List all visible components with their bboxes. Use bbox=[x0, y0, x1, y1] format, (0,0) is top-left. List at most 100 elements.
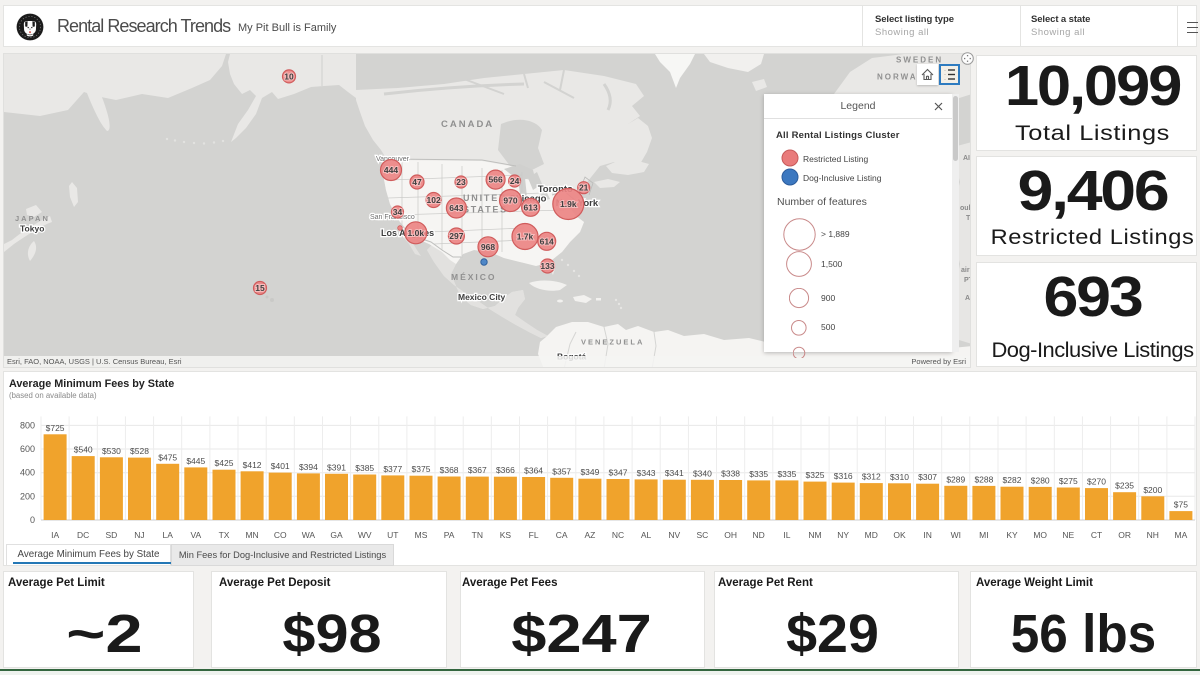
svg-text:NJ: NJ bbox=[134, 530, 144, 540]
svg-text:0: 0 bbox=[30, 515, 35, 525]
svg-text:$340: $340 bbox=[693, 468, 712, 478]
svg-text:STATES: STATES bbox=[463, 205, 508, 215]
svg-text:IA: IA bbox=[51, 530, 59, 540]
svg-text:23: 23 bbox=[456, 177, 466, 187]
svg-text:JAPAN: JAPAN bbox=[15, 214, 50, 223]
svg-text:Tokyo: Tokyo bbox=[20, 224, 44, 234]
svg-text:NM: NM bbox=[808, 530, 821, 540]
svg-text:KY: KY bbox=[1006, 530, 1018, 540]
svg-text:NV: NV bbox=[668, 530, 680, 540]
svg-text:UT: UT bbox=[387, 530, 398, 540]
svg-text:613: 613 bbox=[524, 202, 538, 212]
svg-text:$75: $75 bbox=[1174, 500, 1188, 510]
svg-text:FL: FL bbox=[529, 530, 539, 540]
svg-text:SWEDEN: SWEDEN bbox=[896, 56, 943, 65]
svg-text:IL: IL bbox=[783, 530, 790, 540]
svg-text:$528: $528 bbox=[130, 446, 149, 456]
svg-text:WA: WA bbox=[302, 530, 316, 540]
svg-text:1.0k: 1.0k bbox=[408, 228, 425, 238]
svg-text:400: 400 bbox=[20, 468, 35, 478]
svg-text:PT: PT bbox=[964, 277, 971, 284]
svg-text:VA: VA bbox=[190, 530, 201, 540]
svg-text:SD: SD bbox=[105, 530, 117, 540]
svg-text:15: 15 bbox=[255, 283, 265, 293]
svg-text:$445: $445 bbox=[186, 456, 205, 466]
svg-text:TX: TX bbox=[219, 530, 230, 540]
svg-text:$335: $335 bbox=[749, 469, 768, 479]
svg-text:$530: $530 bbox=[102, 446, 121, 456]
svg-text:UNITED: UNITED bbox=[463, 193, 507, 203]
svg-text:200: 200 bbox=[20, 491, 35, 501]
svg-text:NE: NE bbox=[1062, 530, 1074, 540]
svg-text:$366: $366 bbox=[496, 465, 515, 475]
svg-text:$385: $385 bbox=[355, 463, 374, 473]
svg-text:$425: $425 bbox=[215, 458, 234, 468]
svg-text:NORWAY: NORWAY bbox=[877, 73, 924, 82]
svg-text:SC: SC bbox=[696, 530, 708, 540]
svg-text:NC: NC bbox=[612, 530, 624, 540]
svg-text:CANADA: CANADA bbox=[441, 119, 494, 130]
svg-text:MA: MA bbox=[1175, 530, 1188, 540]
svg-text:$412: $412 bbox=[243, 460, 262, 470]
svg-text:$349: $349 bbox=[580, 467, 599, 477]
svg-text:$357: $357 bbox=[552, 466, 571, 476]
svg-text:$310: $310 bbox=[890, 472, 909, 482]
svg-text:KS: KS bbox=[500, 530, 512, 540]
svg-text:$394: $394 bbox=[299, 462, 318, 472]
svg-text:21: 21 bbox=[579, 183, 589, 193]
svg-text:34: 34 bbox=[393, 207, 403, 217]
svg-text:CO: CO bbox=[274, 530, 287, 540]
svg-text:AL: AL bbox=[641, 530, 652, 540]
svg-text:133: 133 bbox=[540, 261, 554, 271]
svg-text:102: 102 bbox=[427, 195, 441, 205]
svg-text:San Francisco: San Francisco bbox=[370, 214, 415, 221]
svg-text:IN: IN bbox=[923, 530, 932, 540]
svg-text:$343: $343 bbox=[637, 468, 656, 478]
svg-text:air: air bbox=[961, 267, 970, 274]
svg-text:$475: $475 bbox=[158, 452, 177, 462]
svg-text:$270: $270 bbox=[1087, 477, 1106, 487]
svg-text:$391: $391 bbox=[327, 462, 346, 472]
svg-text:$375: $375 bbox=[412, 464, 431, 474]
svg-text:$364: $364 bbox=[524, 466, 543, 476]
svg-text:800: 800 bbox=[20, 420, 35, 430]
svg-text:MÉXICO: MÉXICO bbox=[451, 272, 497, 282]
svg-text:297: 297 bbox=[449, 231, 463, 241]
svg-text:AI: AI bbox=[963, 155, 970, 162]
svg-text:OR: OR bbox=[1118, 530, 1131, 540]
svg-text:MN: MN bbox=[245, 530, 258, 540]
svg-text:24: 24 bbox=[510, 176, 520, 186]
svg-text:444: 444 bbox=[384, 165, 398, 175]
svg-text:WI: WI bbox=[951, 530, 961, 540]
svg-text:$312: $312 bbox=[862, 472, 881, 482]
svg-text:oul: oul bbox=[960, 205, 971, 212]
svg-text:$200: $200 bbox=[1143, 485, 1162, 495]
svg-text:600: 600 bbox=[20, 444, 35, 454]
svg-text:$725: $725 bbox=[46, 423, 65, 433]
svg-text:$338: $338 bbox=[721, 469, 740, 479]
svg-text:ND: ND bbox=[753, 530, 765, 540]
svg-text:$289: $289 bbox=[946, 474, 965, 484]
svg-text:614: 614 bbox=[540, 236, 554, 246]
svg-text:GA: GA bbox=[330, 530, 343, 540]
svg-text:$316: $316 bbox=[834, 471, 853, 481]
svg-text:566: 566 bbox=[489, 175, 503, 185]
svg-text:MO: MO bbox=[1033, 530, 1047, 540]
svg-text:MI: MI bbox=[979, 530, 988, 540]
svg-text:$335: $335 bbox=[777, 469, 796, 479]
svg-text:$540: $540 bbox=[74, 445, 93, 455]
svg-text:NH: NH bbox=[1147, 530, 1159, 540]
svg-text:970: 970 bbox=[503, 196, 517, 206]
svg-text:$288: $288 bbox=[974, 474, 993, 484]
svg-text:643: 643 bbox=[449, 203, 463, 213]
svg-text:MS: MS bbox=[415, 530, 428, 540]
svg-text:TN: TN bbox=[472, 530, 483, 540]
svg-text:$282: $282 bbox=[1003, 475, 1022, 485]
svg-text:DC: DC bbox=[77, 530, 89, 540]
svg-text:10: 10 bbox=[284, 71, 294, 81]
svg-text:Mexico City: Mexico City bbox=[458, 292, 506, 302]
svg-text:$325: $325 bbox=[806, 470, 825, 480]
svg-text:1.9k: 1.9k bbox=[560, 199, 577, 209]
svg-text:PA: PA bbox=[444, 530, 455, 540]
svg-text:LA: LA bbox=[162, 530, 173, 540]
